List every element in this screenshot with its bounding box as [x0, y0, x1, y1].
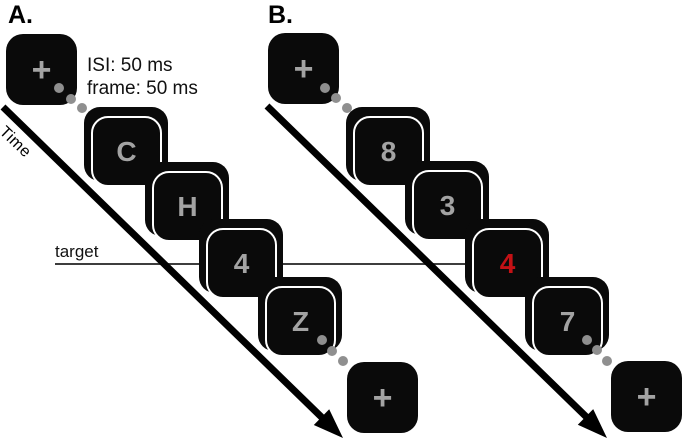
frame-duration-label: frame: 50 ms: [87, 78, 198, 99]
card-b-frame-7: 7: [525, 277, 609, 357]
target-label: target: [55, 242, 99, 261]
continuation-dot: [77, 103, 87, 113]
card-face: +: [6, 34, 77, 105]
time-arrow-a: [0, 104, 343, 438]
card-face: +: [268, 33, 339, 104]
time-arrow-b: [264, 103, 607, 438]
panel-b-label: B.: [268, 1, 293, 29]
card-a-frame-h: H: [145, 162, 229, 242]
stimulus-glyph: C: [116, 135, 137, 167]
continuation-dot: [54, 83, 64, 93]
card-face: 7: [532, 286, 603, 357]
continuation-dot: [602, 356, 612, 366]
card-face: 3: [412, 170, 483, 241]
continuation-dot: [342, 103, 352, 113]
card-a-frame-z: Z: [258, 277, 342, 357]
card-b-fixation-end: +: [611, 361, 682, 432]
continuation-dot: [338, 356, 348, 366]
card-a-fixation-start: +: [6, 34, 77, 105]
fixation-cross: +: [636, 377, 657, 416]
continuation-dot: [320, 83, 330, 93]
panel-a-label: A.: [8, 1, 33, 29]
card-face: H: [152, 171, 223, 242]
target-glyph-red: 4: [499, 247, 516, 279]
stimulus-glyph: 3: [439, 189, 456, 221]
fixation-cross: +: [372, 378, 393, 417]
fixation-cross: +: [31, 50, 52, 89]
stimulus-glyph: Z: [291, 305, 310, 337]
card-face: Z: [265, 286, 336, 357]
card-b-fixation-start: +: [268, 33, 339, 104]
continuation-dot: [331, 93, 341, 103]
continuation-dot: [66, 94, 76, 104]
isi-label: ISI: 50 ms: [87, 55, 173, 76]
card-face: +: [611, 361, 682, 432]
stimulus-glyph: 7: [559, 305, 576, 337]
continuation-dot: [592, 345, 602, 355]
continuation-dot: [582, 335, 592, 345]
target-glyph: 4: [233, 247, 250, 279]
card-face: +: [347, 362, 418, 433]
stimulus-glyph: 8: [380, 135, 397, 167]
arrowhead-b: [577, 409, 607, 438]
time-axis-label: Time: [0, 123, 35, 162]
arrowhead-a: [313, 409, 343, 438]
continuation-dot: [327, 346, 337, 356]
card-a-fixation-end: +: [347, 362, 418, 433]
continuation-dot: [317, 335, 327, 345]
card-a-frame-c: C: [84, 107, 168, 187]
stimulus-glyph: H: [177, 190, 198, 222]
fixation-cross: +: [293, 49, 314, 88]
card-b-frame-3: 3: [405, 161, 489, 241]
